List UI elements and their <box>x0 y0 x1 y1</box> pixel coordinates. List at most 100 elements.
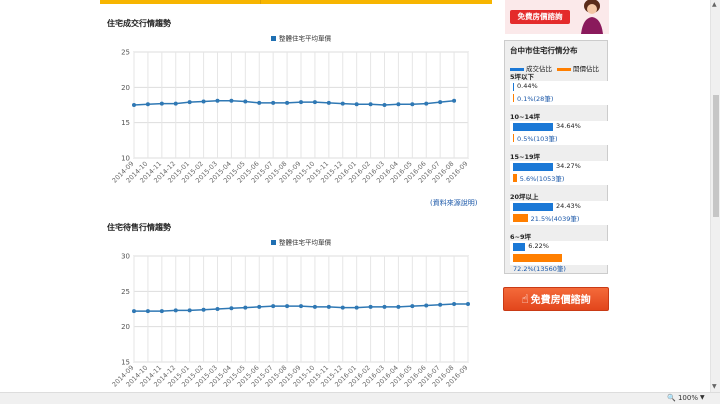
group-label: 20坪以上 <box>510 193 539 201</box>
zoom-icon: 🔍 <box>667 394 676 402</box>
deal-share-bar <box>513 123 553 131</box>
data-point <box>368 102 373 107</box>
data-source-link[interactable]: (資料來源說明) <box>430 199 478 207</box>
group-label: 10~14坪 <box>510 113 541 121</box>
zoom-dropdown-icon[interactable]: ▼ <box>700 394 705 401</box>
deal-share-bar <box>513 243 526 251</box>
y-tick-label: 25 <box>121 288 130 296</box>
listing-share-bar <box>513 214 528 222</box>
data-point <box>243 99 248 104</box>
top-yellow-bar <box>100 0 492 4</box>
listing-share-bar <box>513 174 517 182</box>
data-point <box>257 304 262 309</box>
consult-banner[interactable]: 免費房價諮詢 <box>505 0 609 34</box>
data-point <box>215 307 220 311</box>
listing-share-text: 0.5%(103筆) <box>517 135 558 143</box>
listing-share-text: 72.2%(13560筆) <box>513 265 566 273</box>
listing-trend-chart: 302520152014-092014-102014-112014-122015… <box>111 238 470 389</box>
deal-share-text: 6.22% <box>528 242 549 250</box>
status-bar: 🔍 100% ▼ <box>0 392 720 404</box>
legend-deal: 成交佔比 <box>510 63 552 73</box>
group-bars: 24.43% 21.5%(4039筆) <box>510 201 608 225</box>
legend-swatch <box>271 240 276 245</box>
data-point <box>243 305 248 310</box>
group-label: 6~9坪 <box>510 233 531 241</box>
deal-trend-chart: 252015102014-092014-102014-112014-122015… <box>111 34 470 185</box>
data-point <box>452 302 457 307</box>
y-tick-label: 15 <box>121 359 130 367</box>
y-tick-label: 30 <box>121 253 130 261</box>
legend-swatch <box>271 36 276 41</box>
data-point <box>173 308 178 313</box>
data-point <box>229 306 234 311</box>
scrollbar-thumb[interactable] <box>713 95 719 217</box>
data-point <box>187 308 192 313</box>
data-point <box>299 100 303 105</box>
deal-share-text: 34.64% <box>556 122 581 130</box>
data-point <box>368 304 373 309</box>
group-label: 5坪以下 <box>510 73 535 81</box>
agent-person-icon <box>581 0 603 34</box>
data-point <box>132 309 136 314</box>
data-point <box>354 102 359 107</box>
zoom-control[interactable]: 🔍 100% <box>667 394 698 402</box>
data-point <box>187 100 192 105</box>
data-point <box>173 101 178 106</box>
y-tick-label: 15 <box>121 119 130 127</box>
y-tick-label: 20 <box>121 323 130 331</box>
legend-label: 整體住宅平均單價 <box>279 238 332 247</box>
data-point <box>201 307 206 312</box>
hand-pointer-icon: ☝ <box>521 292 529 306</box>
data-point <box>312 304 317 309</box>
data-point <box>271 100 276 105</box>
data-point <box>382 103 387 107</box>
data-point <box>299 304 303 309</box>
data-point <box>424 101 429 106</box>
data-point <box>271 304 276 309</box>
data-point <box>145 309 150 314</box>
data-point <box>382 304 387 309</box>
data-point <box>285 304 290 309</box>
y-tick-label: 25 <box>121 49 130 57</box>
data-point <box>396 102 401 107</box>
y-tick-label: 20 <box>121 84 130 92</box>
data-point <box>159 101 164 106</box>
data-point <box>452 98 457 103</box>
data-point <box>159 309 164 314</box>
data-point <box>132 103 136 107</box>
data-point <box>326 304 331 309</box>
y-tick-label: 10 <box>121 155 130 163</box>
vertical-scrollbar[interactable]: ▲ ▼ <box>710 0 720 392</box>
deal-trend-title: 住宅成交行情趨勢 <box>107 19 171 28</box>
distribution-panel: 台中市住宅行情分布 成交佔比 開價佔比 5坪以下 0.44% 0.1%(28筆) 10… <box>504 40 608 274</box>
data-point <box>312 100 317 105</box>
data-point <box>340 305 345 310</box>
data-point <box>438 100 443 105</box>
data-point <box>229 98 234 103</box>
listing-share-text: 5.6%(1053筆) <box>519 175 565 183</box>
data-point <box>354 305 359 310</box>
scroll-up-icon[interactable]: ▲ <box>712 1 717 8</box>
banner-consult-button[interactable]: 免費房價諮詢 <box>510 10 570 24</box>
scroll-down-icon[interactable]: ▼ <box>712 383 717 390</box>
data-point <box>410 102 415 107</box>
deal-share-text: 34.27% <box>556 162 581 170</box>
data-point <box>340 101 345 106</box>
deal-share-bar <box>513 203 553 211</box>
deal-share-text: 0.44% <box>517 82 538 90</box>
data-point <box>410 304 415 309</box>
deal-share-bar <box>513 163 553 171</box>
free-consult-button[interactable]: ☝ 免費房價諮詢 <box>503 287 609 311</box>
data-point <box>438 302 443 307</box>
data-point <box>201 99 206 104</box>
group-label: 15~19坪 <box>510 153 541 161</box>
data-point <box>285 100 290 105</box>
data-point <box>424 303 429 308</box>
group-bars: 0.44% 0.1%(28筆) <box>510 81 608 105</box>
listing-trend-title: 住宅待售行情趨勢 <box>107 223 171 232</box>
deal-share-bar <box>513 83 514 91</box>
distribution-title: 台中市住宅行情分布 <box>510 46 578 55</box>
series-line <box>133 100 455 106</box>
listing-share-text: 0.1%(28筆) <box>517 95 554 103</box>
legend-label: 整體住宅平均單價 <box>279 34 332 43</box>
